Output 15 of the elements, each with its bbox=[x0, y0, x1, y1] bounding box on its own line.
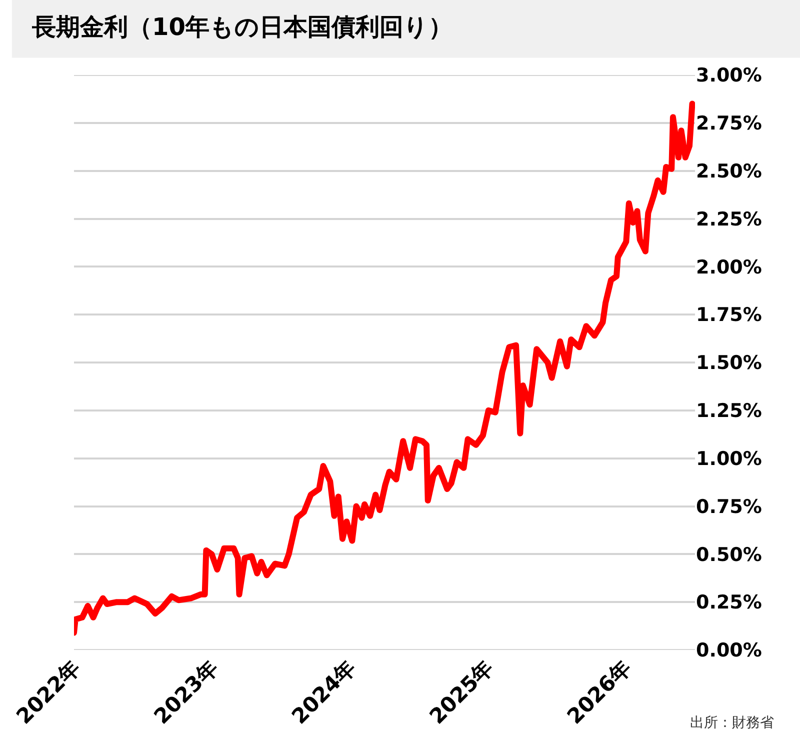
y-tick-label: 0.75% bbox=[696, 496, 762, 518]
y-tick-label: 2.50% bbox=[696, 160, 762, 182]
y-tick-label: 1.00% bbox=[696, 448, 762, 470]
y-tick-label: 0.50% bbox=[696, 544, 762, 566]
y-tick-label: 1.75% bbox=[696, 304, 762, 326]
y-tick-label: 0.25% bbox=[696, 592, 762, 614]
y-tick-label: 0.00% bbox=[696, 640, 762, 662]
text: 出所：財務省 bbox=[690, 715, 774, 731]
y-tick-label: 3.00% bbox=[696, 64, 762, 87]
y-tick-label: 1.25% bbox=[696, 400, 762, 422]
y-tick-label: 1.50% bbox=[696, 352, 762, 374]
y-tick-label: 2.00% bbox=[696, 256, 762, 278]
y-tick-label: 2.25% bbox=[696, 208, 762, 230]
chart-title: 長期金利（10年もの日本国債利回り） bbox=[31, 12, 452, 41]
y-tick-label: 2.75% bbox=[696, 112, 762, 135]
